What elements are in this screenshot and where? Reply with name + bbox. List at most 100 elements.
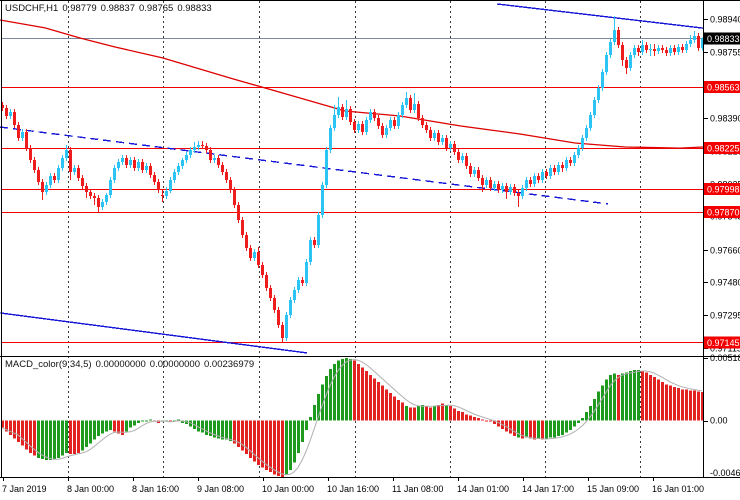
macd-histogram-bar — [113, 420, 116, 432]
candle-bullish — [73, 167, 76, 173]
macd-histogram-bar — [61, 420, 64, 456]
macd-histogram-bar — [641, 371, 644, 421]
candle-bearish — [257, 252, 260, 266]
price-axis[interactable] — [704, 0, 740, 478]
price-axis-label: 0.97480 — [710, 278, 740, 288]
candle-bearish — [665, 49, 668, 53]
macd-histogram-bar — [637, 370, 640, 421]
macd-histogram-bar — [93, 420, 96, 440]
macd-axis-label: -0.0046980 — [710, 468, 740, 478]
candle-bullish — [597, 87, 600, 100]
candle-bearish — [249, 247, 252, 258]
candle-bearish — [645, 45, 648, 50]
candle-bullish — [21, 132, 24, 139]
candle-bullish — [633, 47, 636, 55]
current-price-box-label: 0.98833 — [707, 34, 740, 44]
candle-bearish — [301, 279, 304, 284]
macd-histogram-bar — [481, 419, 484, 421]
candle-bearish — [221, 165, 224, 173]
candle-bullish — [345, 108, 348, 117]
candle-bullish — [369, 112, 372, 120]
macd-histogram-bar — [325, 376, 328, 421]
macd-histogram-bar — [521, 420, 524, 439]
candle-bearish — [17, 125, 20, 139]
macd-histogram-bar — [693, 390, 696, 421]
macd-histogram-bar — [673, 386, 676, 421]
candle-bearish — [465, 156, 468, 166]
candle-bearish — [153, 174, 156, 182]
macd-histogram-bar — [629, 371, 632, 421]
candle-bearish — [273, 297, 276, 311]
candle-bearish — [161, 194, 164, 197]
macd-histogram-bar — [633, 370, 636, 421]
time-axis-label: 7 Jan 2019 — [2, 484, 47, 494]
macd-histogram-bar — [433, 406, 436, 421]
macd-axis-label: 0.00 — [710, 416, 728, 426]
macd-histogram-bar — [85, 420, 88, 447]
candle-bullish — [461, 156, 464, 160]
macd-histogram-bar — [649, 374, 652, 421]
macd-histogram-bar — [45, 420, 48, 461]
candle-bullish — [173, 172, 176, 180]
price-level-box — [704, 336, 740, 349]
macd-histogram-bar — [517, 420, 520, 438]
macd-histogram-bar — [289, 420, 292, 470]
macd-histogram-bar — [197, 420, 200, 432]
macd-histogram-bar — [81, 420, 84, 451]
symbol-period-label: USDCHF,H1 — [5, 3, 59, 14]
candle-bearish — [545, 172, 548, 177]
candle-bullish — [169, 179, 172, 191]
macd-histogram-bar — [265, 420, 268, 470]
price-level-box-label: 0.98225 — [707, 143, 740, 153]
candle-bullish — [609, 41, 612, 55]
macd-histogram-bar — [485, 420, 488, 422]
macd-histogram-bar — [337, 360, 340, 421]
price-axis-label: 0.97115 — [710, 344, 740, 354]
candle-bearish — [497, 183, 500, 191]
candle-bearish — [269, 287, 272, 298]
macd-histogram-bar — [477, 418, 480, 421]
macd-histogram-bar — [557, 420, 560, 437]
macd-histogram-bar — [685, 389, 688, 421]
candle-bullish — [441, 138, 444, 142]
macd-histogram-bar — [77, 420, 80, 453]
candle-bullish — [565, 159, 568, 168]
macd-histogram-bar — [589, 406, 592, 421]
candle-bullish — [473, 170, 476, 175]
macd-histogram-bar — [657, 379, 660, 421]
macd-histogram-bar — [29, 420, 32, 453]
candle-bearish — [617, 30, 620, 46]
trendline-solid — [0, 312, 308, 354]
candle-bullish — [657, 47, 660, 51]
macd-histogram-bar — [461, 412, 464, 421]
candle-bearish — [661, 47, 664, 50]
chart-title: USDCHF,H1 0.98779 0.98837 0.98765 0.98833 — [5, 3, 216, 14]
candle-bullish — [333, 114, 336, 128]
macd-histogram-bar — [181, 420, 184, 423]
macd-histogram-bar — [249, 420, 252, 458]
candle-bullish — [101, 201, 104, 208]
time-axis-label: 14 Jan 17:00 — [522, 484, 574, 494]
macd-histogram-bar — [413, 407, 416, 421]
macd-histogram-bar — [369, 374, 372, 421]
candle-bearish — [621, 45, 624, 60]
candle-bullish — [629, 54, 632, 68]
macd-histogram-bar — [425, 406, 428, 421]
candle-bullish — [549, 167, 552, 177]
macd-histogram-bar — [565, 420, 568, 433]
price-axis-label: 0.98390 — [710, 114, 740, 124]
candle-bullish — [325, 149, 328, 186]
candle-bullish — [213, 158, 216, 160]
candle-bearish — [653, 49, 656, 51]
macd-histogram-bar — [109, 420, 112, 431]
macd-value-2: 0.00000000 — [149, 359, 200, 370]
macd-histogram-bar — [237, 420, 240, 447]
macd-histogram-bar — [233, 420, 236, 444]
macd-histogram-bar — [273, 420, 276, 475]
time-axis[interactable] — [0, 478, 740, 500]
macd-histogram-bar — [585, 412, 588, 421]
candle-bearish — [125, 158, 128, 166]
candle-bearish — [277, 310, 280, 326]
macd-name: MACD_color(9,34,5) — [5, 359, 92, 370]
